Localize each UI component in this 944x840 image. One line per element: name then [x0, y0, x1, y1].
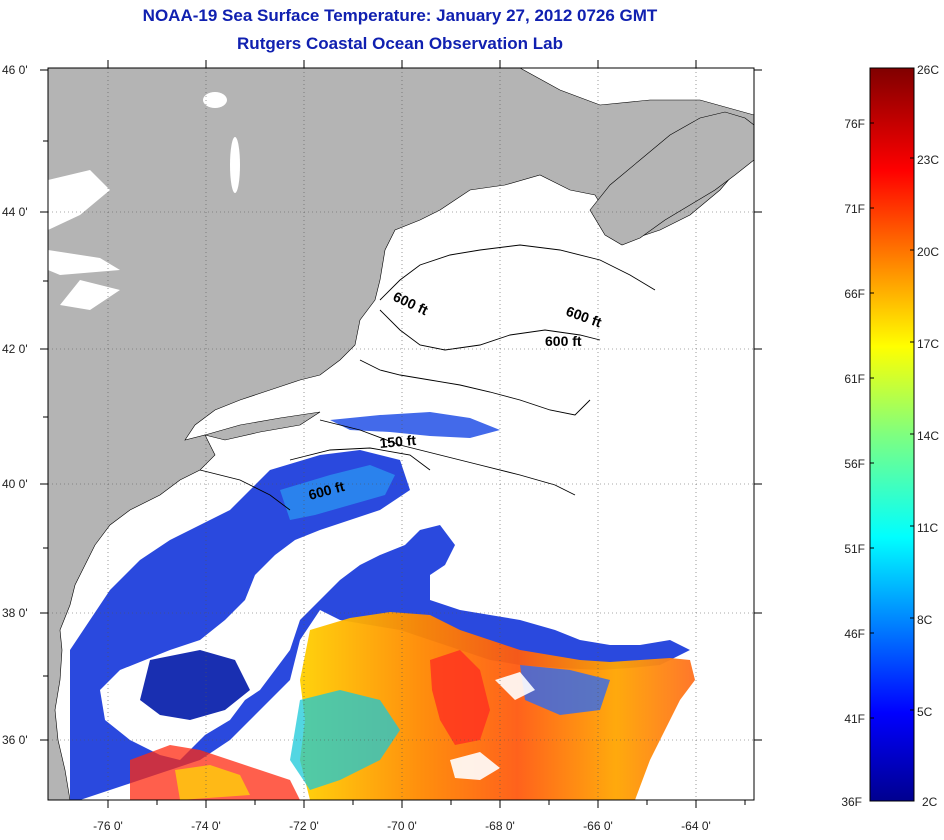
lat-tick-label: 46 0': [2, 63, 28, 77]
colorbar-c-label: 2C: [922, 795, 938, 809]
sst-cool-band: [280, 465, 395, 520]
lon-tick-label: -66 0': [583, 819, 613, 833]
colorbar-f-label: 46F: [844, 627, 865, 641]
contour-label-600-3: 600 ft: [545, 333, 582, 349]
map-title: NOAA-19 Sea Surface Temperature: January…: [142, 6, 658, 25]
map-subtitle: Rutgers Coastal Ocean Observation Lab: [237, 34, 563, 53]
colorbar-c-label: 8C: [917, 613, 933, 627]
lon-axis-labels: -76 0' -74 0' -72 0' -70 0' -68 0' -66 0…: [93, 819, 711, 833]
colorbar: 26C 23C 20C 17C 14C 11C 8C 5C 2C 76F 71F…: [841, 63, 939, 809]
lat-tick-label: 38 0': [2, 606, 28, 620]
colorbar-f-label: 51F: [844, 542, 865, 556]
colorbar-c-label: 5C: [917, 705, 933, 719]
lat-tick-label: 40 0': [2, 477, 28, 491]
colorbar-f-label: 36F: [841, 795, 862, 809]
lat-tick-label: 36 0': [2, 733, 28, 747]
lon-tick-label: -72 0': [289, 819, 319, 833]
graticule: [48, 68, 754, 800]
colorbar-f-label: 71F: [844, 202, 865, 216]
land-nova-scotia: [589, 111, 754, 246]
contour-label-150: 150 ft: [379, 432, 417, 451]
axis-ticks: [40, 60, 762, 808]
colorbar-f-label: 56F: [844, 457, 865, 471]
colorbar-c-label: 14C: [917, 429, 939, 443]
lat-tick-label: 42 0': [2, 342, 28, 356]
land-mainland: [48, 68, 754, 800]
map-body: 600 ft 600 ft 600 ft 150 ft 600 ft: [48, 68, 754, 800]
sst-warm-gulf-stream: [300, 612, 695, 800]
lon-tick-label: -64 0': [681, 819, 711, 833]
colorbar-gradient: [869, 67, 915, 802]
lon-tick-label: -74 0': [191, 819, 221, 833]
bathymetry-contours: [199, 244, 656, 511]
colorbar-c-label: 26C: [917, 63, 939, 77]
colorbar-f-label: 41F: [844, 712, 865, 726]
lon-tick-label: -76 0': [93, 819, 123, 833]
colorbar-c-label: 11C: [917, 521, 938, 535]
colorbar-f-label: 66F: [844, 287, 865, 301]
lon-tick-label: -70 0': [387, 819, 417, 833]
lat-tick-label: 44 0': [2, 205, 28, 219]
colorbar-f-label: 76F: [844, 117, 865, 131]
land-long-island: [203, 411, 321, 441]
lat-axis-labels: 36 0' 38 0' 40 0' 42 0' 44 0' 46 0': [2, 63, 28, 747]
colorbar-c-label: 17C: [917, 337, 939, 351]
colorbar-c-label: 23C: [917, 153, 939, 167]
lon-tick-label: -68 0': [485, 819, 515, 833]
colorbar-f-label: 61F: [844, 372, 865, 386]
map-frame: [47, 67, 755, 801]
colorbar-c-label: 20C: [917, 245, 939, 259]
